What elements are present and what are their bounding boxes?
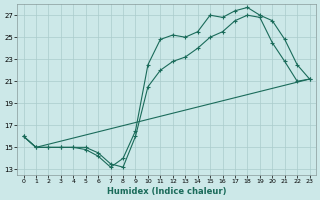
X-axis label: Humidex (Indice chaleur): Humidex (Indice chaleur) <box>107 187 226 196</box>
